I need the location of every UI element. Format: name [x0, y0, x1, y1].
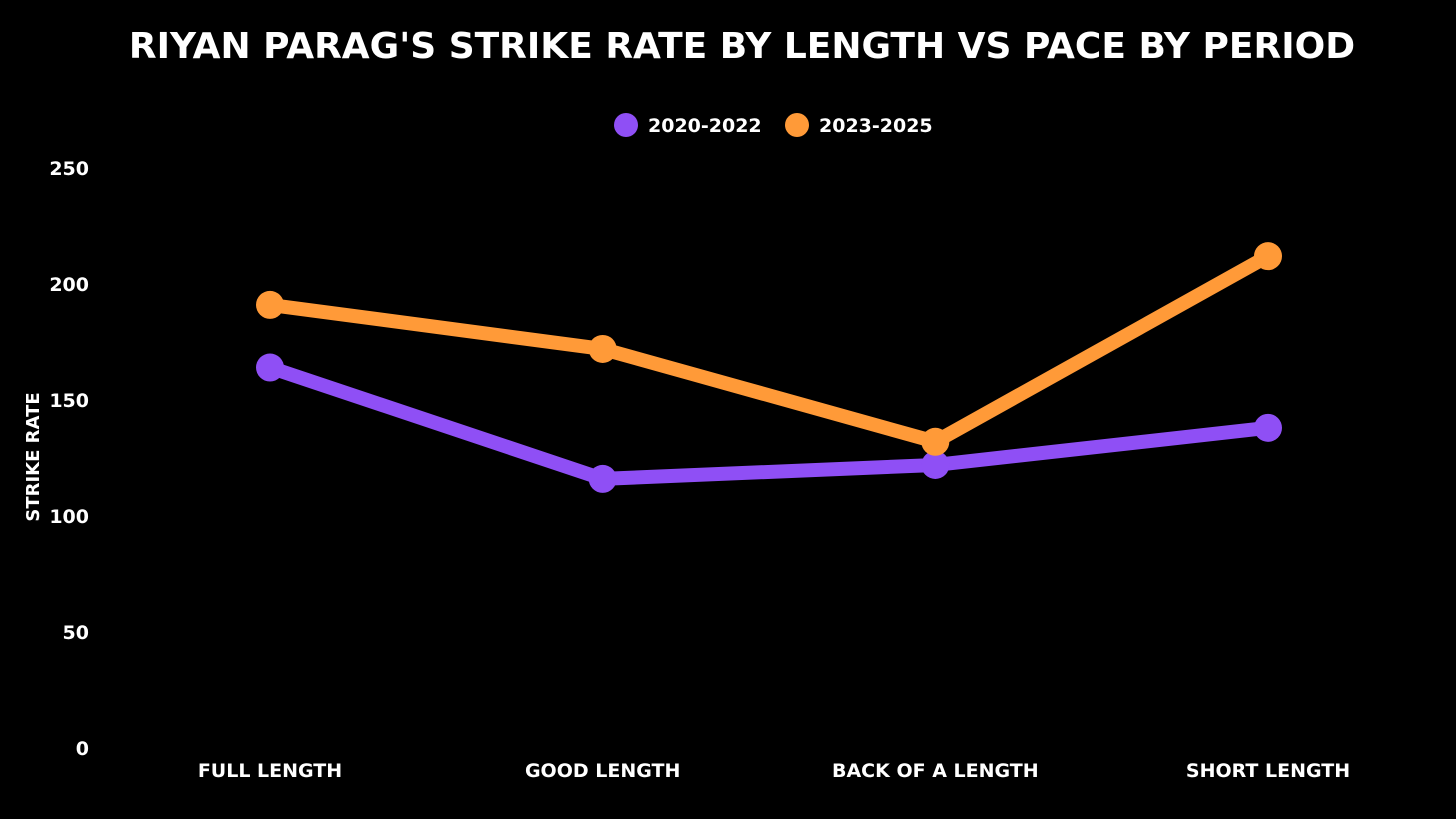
- point-2023-2025-good-length: [588, 334, 617, 363]
- legend-label-2023-2025: 2023-2025: [819, 115, 933, 137]
- y-axis-title: STRIKE RATE: [23, 392, 44, 521]
- series-line-2020-2022: [263, 360, 1275, 486]
- legend-marker-2020-2022: [614, 113, 638, 137]
- point-2020-2022-short-length: [1254, 413, 1282, 442]
- x-tick-label-back-of-a-length: BACK OF A LENGTH: [832, 760, 1039, 782]
- y-tick-label-50: 50: [63, 622, 89, 644]
- y-axis-ticks: 0 50 100 150 200 250: [49, 158, 89, 760]
- x-tick-label-full-length: FULL LENGTH: [198, 760, 342, 782]
- point-2023-2025-full-length: [256, 290, 284, 319]
- y-tick-label-100: 100: [49, 506, 89, 528]
- series-line-2023-2025: [263, 249, 1275, 449]
- y-tick-label-200: 200: [49, 274, 89, 296]
- x-tick-label-short-length: SHORT LENGTH: [1186, 760, 1350, 782]
- point-2020-2022-good-length: [588, 464, 617, 493]
- y-tick-label-0: 0: [76, 738, 89, 760]
- series-lines: [263, 249, 1275, 486]
- chart-title: RIYAN PARAG'S STRIKE RATE BY LENGTH VS P…: [129, 26, 1355, 67]
- y-tick-label-250: 250: [49, 158, 89, 180]
- legend: 2020-2022 2023-2025: [614, 113, 933, 137]
- series-points: [256, 242, 1282, 493]
- point-2020-2022-full-length: [256, 353, 284, 382]
- y-tick-label-150: 150: [49, 390, 89, 412]
- point-2023-2025-back-of-a-length: [921, 427, 950, 456]
- point-2020-2022-back-of-a-length: [921, 450, 950, 479]
- x-axis-ticks: FULL LENGTH GOOD LENGTH BACK OF A LENGTH SH…: [198, 760, 1350, 782]
- legend-marker-2023-2025: [785, 113, 809, 137]
- point-2023-2025-short-length: [1254, 242, 1282, 271]
- x-tick-label-good-length: GOOD LENGTH: [525, 760, 680, 782]
- legend-label-2020-2022: 2020-2022: [648, 115, 762, 137]
